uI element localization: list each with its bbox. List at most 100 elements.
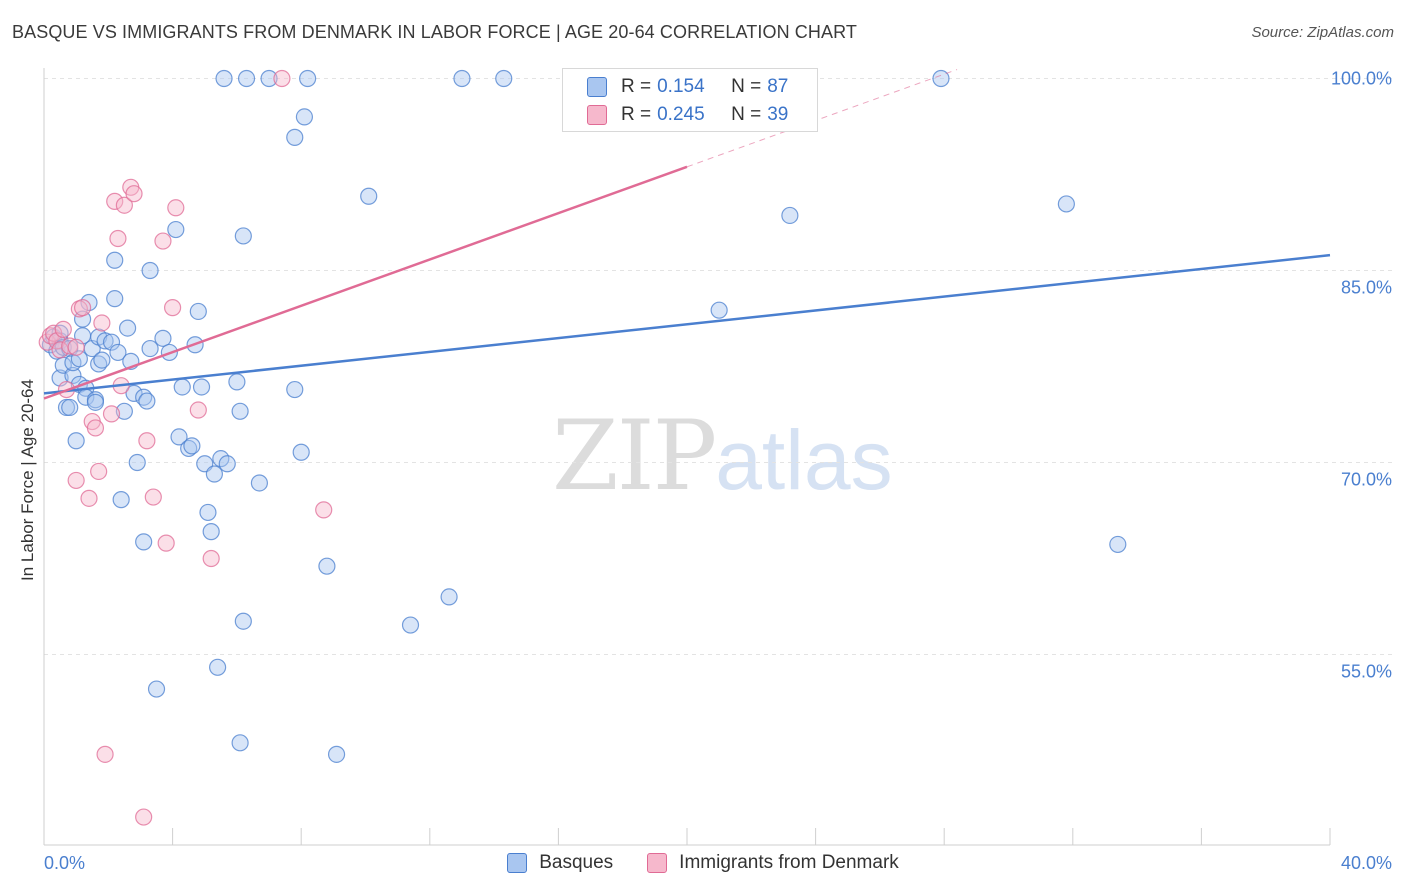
denmark-point bbox=[67, 338, 85, 356]
denmark-point bbox=[93, 314, 111, 332]
basques-point bbox=[61, 398, 79, 417]
denmark-trend-line bbox=[43, 165, 688, 400]
basques-point bbox=[360, 187, 378, 205]
denmark-point bbox=[157, 534, 175, 552]
basques-point bbox=[64, 366, 82, 385]
denmark-point bbox=[67, 471, 85, 490]
y-tick-label: 85.0% bbox=[1341, 278, 1392, 298]
basques-point bbox=[199, 503, 217, 522]
basques-point bbox=[128, 453, 146, 472]
basques-point bbox=[138, 392, 156, 410]
denmark-point bbox=[273, 69, 291, 88]
basques-point bbox=[173, 378, 191, 396]
denmark-point bbox=[154, 232, 172, 250]
basques-point bbox=[781, 206, 799, 225]
basques-trend-line bbox=[43, 253, 1331, 395]
denmark-point bbox=[61, 337, 79, 355]
basques-point bbox=[453, 69, 471, 88]
basques-point bbox=[115, 402, 133, 420]
denmark-point bbox=[90, 462, 108, 481]
denmark-point bbox=[106, 192, 124, 210]
basques-point bbox=[183, 437, 201, 455]
legend-n-label: N = bbox=[731, 104, 762, 125]
denmark-point bbox=[86, 419, 105, 437]
denmark-point bbox=[102, 405, 121, 423]
legend-label-basques: Basques bbox=[539, 852, 614, 873]
basques-point bbox=[147, 680, 166, 698]
denmark-point bbox=[189, 401, 207, 419]
basques-point bbox=[286, 380, 304, 399]
chart-title: BASQUE VS IMMIGRANTS FROM DENMARK IN LAB… bbox=[12, 22, 857, 42]
denmark-point bbox=[164, 299, 182, 317]
basques-point bbox=[141, 261, 159, 280]
basques-point bbox=[292, 443, 310, 461]
legend-r-value: 0.154 bbox=[657, 76, 705, 97]
basques-point bbox=[205, 465, 223, 483]
basques-point bbox=[401, 616, 420, 634]
denmark-point bbox=[54, 320, 72, 338]
legend-swatch-basques bbox=[507, 853, 528, 873]
y-tick-label: 100.0% bbox=[1331, 69, 1392, 89]
legend-item-denmark[interactable]: Immigrants from Denmark bbox=[647, 852, 899, 874]
basques-point bbox=[260, 69, 278, 88]
basques-point bbox=[1109, 535, 1127, 554]
denmark-point bbox=[315, 501, 333, 519]
legend-n-value: 39 bbox=[767, 104, 789, 125]
basques-point bbox=[202, 523, 220, 541]
legend-row-basques: R = 0.154 N = 87 bbox=[587, 75, 788, 99]
basques-point bbox=[96, 332, 114, 350]
basques-point bbox=[440, 588, 458, 606]
watermark: ZIPatlas bbox=[552, 400, 893, 512]
denmark-trend-extension bbox=[686, 69, 958, 168]
legend-swatch-denmark bbox=[587, 105, 607, 125]
basques-point bbox=[231, 402, 249, 420]
denmark-point bbox=[138, 432, 156, 450]
basques-point bbox=[67, 432, 85, 450]
denmark-point bbox=[202, 549, 220, 568]
basques-point bbox=[135, 533, 153, 551]
basques-point bbox=[209, 658, 227, 676]
legend-row-denmark: R = 0.245 N = 39 bbox=[587, 103, 788, 127]
basques-point bbox=[234, 612, 252, 630]
basques-point bbox=[109, 343, 127, 362]
legend-n-label: N = bbox=[731, 76, 762, 97]
denmark-point bbox=[80, 489, 98, 507]
basques-point bbox=[93, 351, 111, 369]
watermark-atlas: atlas bbox=[715, 413, 893, 507]
basques-point bbox=[286, 128, 304, 146]
basques-point bbox=[154, 329, 172, 347]
basques-point bbox=[112, 491, 130, 509]
x-tick-label: 40.0% bbox=[1341, 853, 1392, 873]
basques-point bbox=[295, 108, 314, 126]
stats-legend: R = 0.154 N = 87 R = 0.245 N = 39 bbox=[562, 68, 818, 132]
basques-point bbox=[170, 428, 188, 446]
denmark-point bbox=[115, 196, 133, 214]
y-tick-label: 70.0% bbox=[1341, 470, 1392, 490]
basques-point bbox=[54, 338, 72, 356]
series-legend: Basques Immigrants from Denmark bbox=[0, 852, 1406, 874]
y-tick-label: 55.0% bbox=[1341, 662, 1392, 682]
basques-point bbox=[125, 384, 143, 402]
legend-swatch-basques bbox=[587, 77, 607, 97]
watermark-zip: ZIP bbox=[552, 400, 717, 512]
basques-point bbox=[250, 474, 269, 492]
legend-swatch-denmark bbox=[647, 853, 668, 873]
denmark-point bbox=[109, 229, 127, 248]
basques-point bbox=[102, 333, 121, 351]
basques-point bbox=[237, 69, 256, 88]
denmark-point bbox=[135, 808, 153, 826]
basques-point bbox=[495, 69, 513, 88]
legend-r-label: R = bbox=[621, 104, 652, 125]
basques-point bbox=[231, 734, 249, 752]
denmark-point bbox=[167, 199, 185, 217]
basques-point bbox=[932, 69, 950, 88]
legend-label-denmark: Immigrants from Denmark bbox=[679, 852, 899, 873]
basques-point bbox=[215, 69, 233, 88]
basques-point bbox=[299, 69, 317, 88]
basques-point bbox=[106, 290, 124, 308]
basques-point bbox=[327, 745, 346, 763]
legend-item-basques[interactable]: Basques bbox=[507, 852, 613, 874]
basques-point bbox=[86, 393, 105, 411]
basques-point bbox=[1057, 195, 1075, 213]
denmark-point bbox=[125, 185, 143, 203]
